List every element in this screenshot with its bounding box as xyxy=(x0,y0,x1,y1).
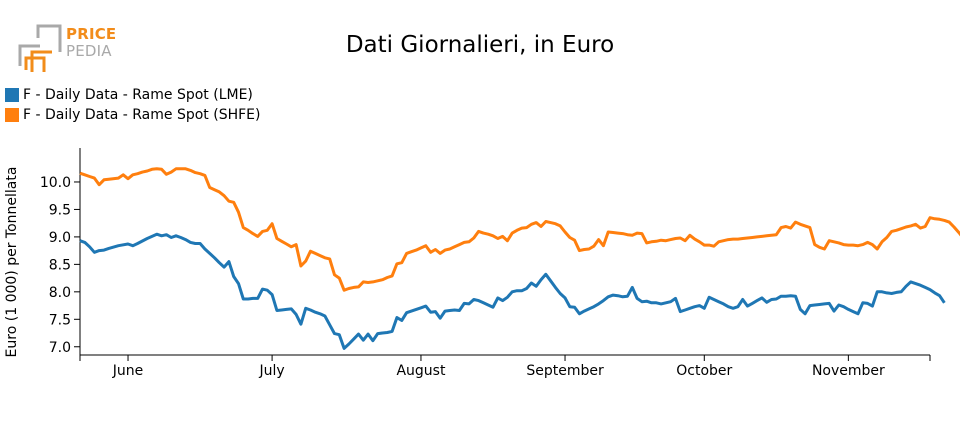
pricepedia-logo: PRICE PEDIA xyxy=(18,24,128,74)
logo-text-pedia: PEDIA xyxy=(66,42,112,60)
legend-label-shfe: F - Daily Data - Rame Spot (SHFE) xyxy=(23,107,261,123)
x-tick-label: September xyxy=(526,363,604,379)
y-tick-label: 8.5 xyxy=(49,257,71,273)
x-tick-label: June xyxy=(112,363,144,379)
x-tick-label: July xyxy=(258,363,284,379)
x-tick-label: November xyxy=(812,363,885,379)
series-line-shfe xyxy=(79,167,960,292)
legend-item-shfe[interactable]: F - Daily Data - Rame Spot (SHFE) xyxy=(5,105,260,125)
logo-text-price: PRICE xyxy=(66,25,117,43)
y-axis-title: Euro (1 000) per Tonnellata xyxy=(4,167,20,358)
series-line-lme xyxy=(79,232,946,350)
chart-legend: F - Daily Data - Rame Spot (LME) F - Dai… xyxy=(5,85,260,125)
legend-label-lme: F - Daily Data - Rame Spot (LME) xyxy=(23,87,253,103)
legend-swatch-shfe xyxy=(5,108,19,122)
y-tick-label: 9.5 xyxy=(49,202,71,218)
legend-swatch-lme xyxy=(5,88,19,102)
y-tick-label: 9.0 xyxy=(49,230,71,246)
x-axis: June July August September October November xyxy=(79,354,931,379)
y-axis: 7.0 7.5 8.0 8.5 9.0 9.5 10.0 xyxy=(40,148,81,356)
y-tick-label: 8.0 xyxy=(49,285,71,301)
x-tick-label: October xyxy=(676,363,732,379)
pricepedia-logo-mark xyxy=(18,24,62,72)
series-layer xyxy=(79,167,960,350)
x-tick-label: August xyxy=(396,363,446,379)
y-tick-label: 7.5 xyxy=(49,312,71,328)
legend-item-lme[interactable]: F - Daily Data - Rame Spot (LME) xyxy=(5,85,260,105)
y-tick-label: 7.0 xyxy=(49,340,71,356)
y-tick-label: 10.0 xyxy=(40,175,71,191)
chart-title: Dati Giornalieri, in Euro xyxy=(345,32,615,58)
